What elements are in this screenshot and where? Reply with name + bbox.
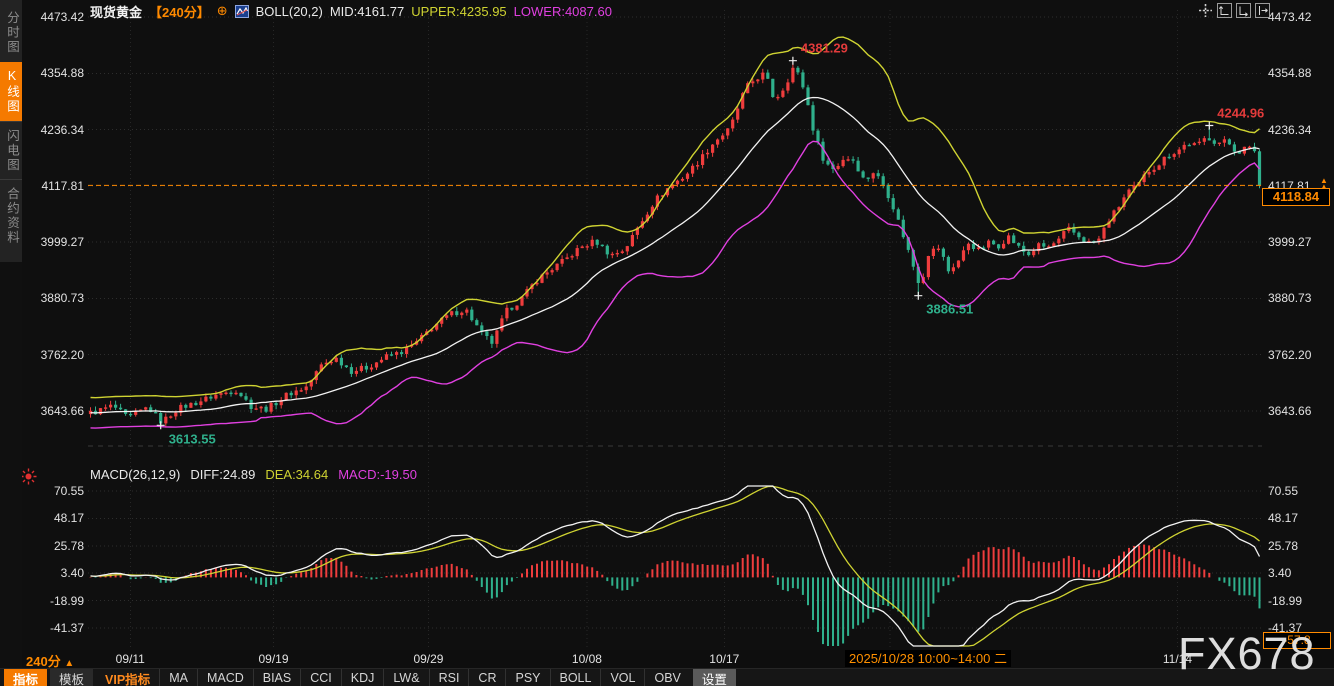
- macd-tick-label-left: -18.99: [49, 593, 84, 608]
- go-to-latest-icon[interactable]: [1255, 3, 1270, 18]
- macd-tick-label-right: -41.37: [1268, 621, 1303, 635]
- fit-price-axis-icon[interactable]: [1217, 3, 1232, 18]
- y-tick-label-left: 4473.42: [40, 10, 84, 24]
- y-tick-label-right: 4354.88: [1268, 66, 1312, 81]
- y-tick-label-right: 3762.20: [1268, 347, 1312, 362]
- crosshair-move-icon[interactable]: [1198, 3, 1213, 18]
- toolbar-item-BIAS[interactable]: BIAS: [252, 669, 301, 686]
- boll-mid-line: [90, 96, 1260, 414]
- svg-text:3886.51: 3886.51: [926, 302, 973, 317]
- x-tick-label: 10/08: [571, 652, 602, 666]
- chart-tool-icons: [1198, 3, 1270, 18]
- y-tick-label-right: 3643.66: [1268, 404, 1312, 418]
- bottom-toolbar: 指标 模板 VIP指标 MA MACD BIAS CCI KDJ LW& RSI CR PSY BOLL…: [0, 668, 1334, 686]
- macd-value: MACD:-19.50: [338, 467, 417, 482]
- time-axis-row: [0, 650, 1334, 668]
- period-label: 【240分】: [149, 4, 210, 20]
- date-tooltip: 2025/10/28 10:00~14:00 二: [845, 650, 1011, 667]
- x-tick-label: 09/19: [258, 652, 289, 666]
- sidebar-tab-3[interactable]: 闪电图: [0, 120, 22, 180]
- toolbar-item-LW&[interactable]: LW&: [383, 669, 428, 686]
- macd-tick-label-right: 25.78: [1268, 538, 1299, 553]
- toolbar-item-设置[interactable]: 设置: [692, 669, 736, 686]
- sidebar-tab-2[interactable]: K线图: [0, 61, 22, 121]
- svg-text:4381.29: 4381.29: [801, 41, 848, 56]
- toolbar-item-模板[interactable]: 模板: [50, 669, 94, 686]
- boll-mid-value: MID:4161.77: [329, 3, 405, 19]
- toolbar-item-CR[interactable]: CR: [468, 669, 505, 686]
- boll-lower-value: LOWER:4087.60: [513, 3, 612, 19]
- toolbar-item-CCI[interactable]: CCI: [300, 669, 341, 686]
- period-selector[interactable]: 240分 ▲: [26, 651, 74, 670]
- toolbar-item-MA[interactable]: MA: [159, 669, 197, 686]
- chevron-up-icon: ▲: [64, 658, 75, 669]
- extreme-markers: 3613.55 4381.29 3886.51 4244.96: [156, 41, 1264, 446]
- y-tick-label-right: 4473.42: [1268, 10, 1312, 24]
- svg-text:3613.55: 3613.55: [169, 431, 216, 446]
- sidebar-tab-1[interactable]: 分时图: [5, 11, 19, 55]
- macd-tick-label-left: 25.78: [53, 538, 84, 553]
- y-tick-label-right: 3999.27: [1268, 235, 1312, 250]
- y-tick-label-right: 4236.34: [1268, 122, 1312, 137]
- macd-params-label: MACD(26,12,9): [90, 467, 181, 482]
- toolbar-item-PSY[interactable]: PSY: [505, 669, 549, 686]
- macd-tick-label-right: -18.99: [1268, 593, 1303, 608]
- chart-header: 现货黄金 【240分】 ⊕ BOLL(20,2) MID:4161.77 UPP…: [90, 3, 612, 20]
- y-tick-label-left: 3999.27: [40, 235, 84, 250]
- macd-tick-label-left: -41.37: [49, 621, 84, 635]
- toolbar-item-VOL[interactable]: VOL: [600, 669, 644, 686]
- y-tick-label-right: 3880.73: [1268, 291, 1312, 306]
- toolbar-item-KDJ[interactable]: KDJ: [340, 669, 384, 686]
- toolbar-item-VIP指标[interactable]: VIP指标: [105, 672, 151, 686]
- boll-label: BOLL(20,2): [255, 3, 323, 19]
- period-text: 240分: [26, 654, 61, 669]
- macd-tick-label-left: 3.40: [60, 566, 84, 581]
- macd-cursor-value-box: -57.8: [1263, 632, 1331, 649]
- sidebar-tab-4[interactable]: 合约资料: [0, 179, 22, 252]
- last-price-box: 4118.84: [1262, 188, 1330, 206]
- boll-upper-line: [90, 36, 1260, 399]
- indicator-chart-icon: [234, 4, 249, 18]
- macd-tick-label-right: 3.40: [1268, 566, 1292, 581]
- fit-time-axis-icon[interactable]: [1236, 3, 1251, 18]
- y-tick-label-left: 4354.88: [40, 66, 84, 81]
- toolbar-item-OBV[interactable]: OBV: [644, 669, 689, 686]
- sidebar: 分时图 K线图 闪电图 合约资料: [0, 0, 22, 668]
- svg-text:4244.96: 4244.96: [1217, 106, 1264, 121]
- macd-histogram: [89, 544, 1261, 646]
- y-tick-label-left: 3880.73: [40, 291, 84, 306]
- x-tick-label: 09/11: [115, 652, 145, 666]
- price-alert-icon[interactable]: ▲ ▲: [1320, 176, 1328, 191]
- macd-header: MACD(26,12,9) DIFF:24.89 DEA:34.64 MACD:…: [90, 467, 417, 482]
- toolbar-item-MACD[interactable]: MACD: [196, 669, 253, 686]
- symbol-title: 现货黄金: [90, 4, 143, 20]
- x-tick-label: 09/29: [413, 652, 444, 666]
- y-tick-label-left: 3643.66: [40, 404, 84, 418]
- toolbar-item-RSI[interactable]: RSI: [428, 669, 469, 686]
- y-tick-label-left: 4236.34: [40, 122, 84, 137]
- macd-diff-value: DIFF:24.89: [190, 467, 256, 482]
- y-tick-label-left: 3762.20: [40, 347, 84, 362]
- sidebar-tabs: 分时图 K线图 闪电图 合约资料: [0, 0, 22, 262]
- x-tick-label: 11/14: [1162, 652, 1193, 666]
- grid: [88, 10, 1262, 648]
- alarm-icon[interactable]: [20, 468, 37, 490]
- boll-lower-line: [90, 140, 1261, 429]
- macd-tick-label-left: 48.17: [53, 511, 84, 526]
- macd-tick-label-right: 48.17: [1268, 511, 1299, 526]
- collapse-icon[interactable]: ⊕: [216, 3, 228, 18]
- boll-upper-value: UPPER:4235.95: [411, 3, 507, 19]
- x-tick-label: 10/17: [709, 652, 740, 666]
- macd-tick-label-left: 70.55: [53, 484, 84, 498]
- macd-diff-line: [90, 485, 1261, 647]
- macd-dea-value: DEA:34.64: [265, 467, 329, 482]
- toolbar-item-指标[interactable]: 指标: [4, 669, 48, 686]
- candles: [88, 60, 1262, 428]
- macd-tick-label-right: 70.55: [1268, 484, 1299, 498]
- y-tick-label-left: 4117.81: [41, 178, 85, 193]
- toolbar-item-BOLL[interactable]: BOLL: [549, 669, 601, 686]
